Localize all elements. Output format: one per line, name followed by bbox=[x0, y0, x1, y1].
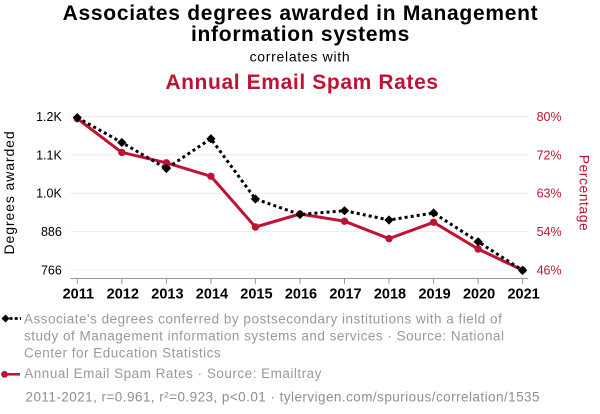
svg-text:2018: 2018 bbox=[374, 287, 406, 303]
svg-text:1.0K: 1.0K bbox=[36, 187, 62, 201]
svg-text:54%: 54% bbox=[537, 225, 562, 239]
svg-text:study of Management informatio: study of Management information systems … bbox=[24, 328, 504, 343]
svg-text:2021: 2021 bbox=[507, 287, 539, 303]
svg-text:80%: 80% bbox=[537, 110, 562, 124]
svg-text:766: 766 bbox=[41, 263, 62, 277]
svg-text:Annual Email Spam Rates: Annual Email Spam Rates bbox=[165, 71, 438, 94]
svg-text:Associate's degrees conferred: Associate's degrees conferred by postsec… bbox=[24, 311, 502, 326]
svg-text:2020: 2020 bbox=[463, 287, 495, 303]
svg-text:Annual Email Spam Rates · Sour: Annual Email Spam Rates · Source: Emailt… bbox=[24, 366, 322, 381]
svg-text:Associates degrees awarded in: Associates degrees awarded in Management bbox=[63, 2, 539, 25]
svg-text:1.2K: 1.2K bbox=[36, 110, 62, 124]
svg-text:2016: 2016 bbox=[285, 287, 317, 303]
svg-text:1.1K: 1.1K bbox=[36, 148, 62, 162]
svg-text:886: 886 bbox=[41, 225, 62, 239]
svg-text:Degrees awarded: Degrees awarded bbox=[1, 130, 17, 254]
svg-text:2015: 2015 bbox=[240, 287, 272, 303]
svg-text:46%: 46% bbox=[537, 263, 562, 277]
svg-text:Percentage: Percentage bbox=[577, 155, 593, 232]
svg-text:2011-2021, r=0.961, r²=0.923,: 2011-2021, r=0.961, r²=0.923, p<0.01 · t… bbox=[26, 389, 540, 404]
svg-text:2011: 2011 bbox=[63, 287, 94, 303]
svg-text:2014: 2014 bbox=[196, 287, 228, 303]
svg-text:correlates with: correlates with bbox=[250, 49, 351, 65]
svg-text:2012: 2012 bbox=[107, 287, 139, 303]
svg-text:Center for Education Statistic: Center for Education Statistics bbox=[24, 345, 221, 360]
svg-text:2013: 2013 bbox=[151, 287, 183, 303]
svg-text:information systems: information systems bbox=[191, 23, 410, 46]
svg-text:72%: 72% bbox=[537, 148, 562, 162]
svg-text:2017: 2017 bbox=[329, 287, 361, 303]
svg-text:2019: 2019 bbox=[418, 287, 450, 303]
svg-text:63%: 63% bbox=[537, 187, 562, 201]
